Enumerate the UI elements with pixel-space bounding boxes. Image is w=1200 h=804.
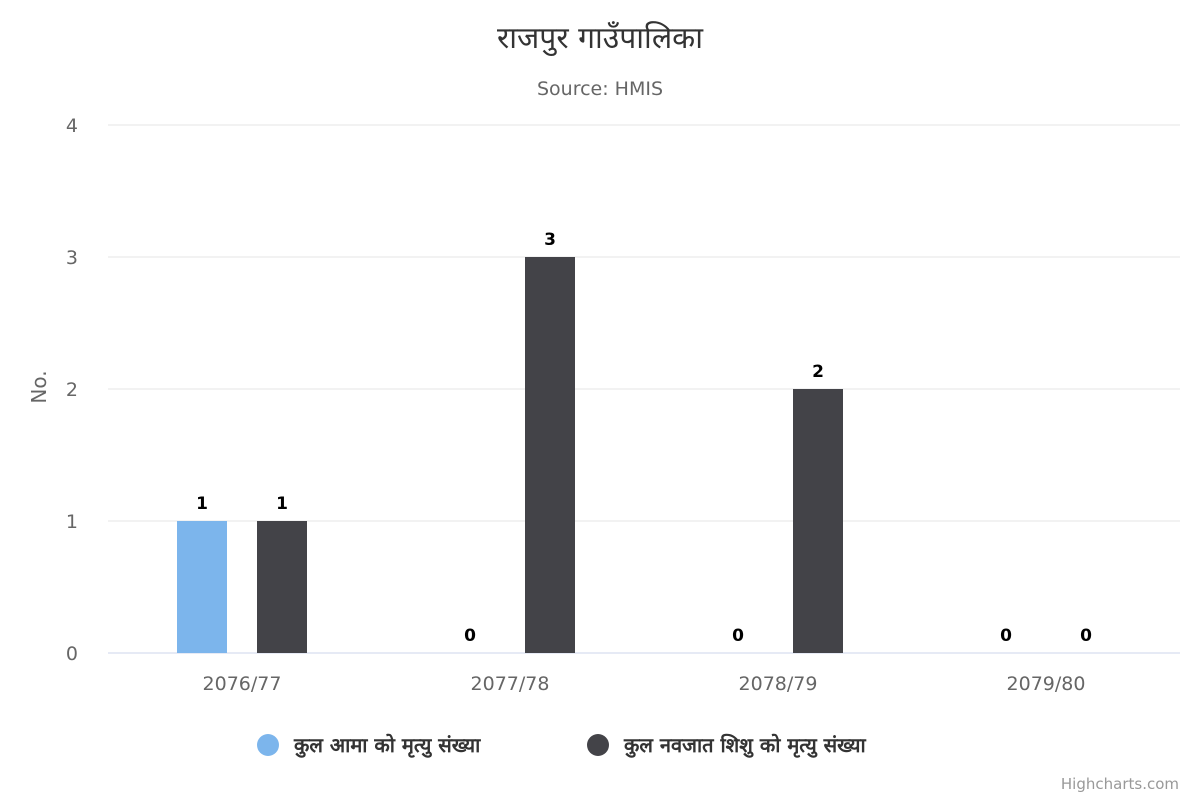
chart-subtitle: Source: HMIS	[537, 78, 663, 100]
bar[interactable]	[525, 257, 575, 653]
credits-link[interactable]: Highcharts.com	[1061, 775, 1179, 793]
y-axis-ticks: 0 1 2 3 4	[66, 115, 78, 665]
bars	[177, 257, 843, 653]
bar[interactable]	[257, 521, 307, 653]
y-axis-label: No.	[27, 370, 51, 403]
y-tick-label: 4	[66, 115, 78, 137]
x-tick-label: 2076/77	[203, 673, 282, 695]
y-tick-label: 1	[66, 511, 78, 533]
legend-symbol	[257, 734, 279, 756]
legend-item[interactable]: कुल नवजात शिशु को मृत्यु संख्या	[587, 733, 866, 758]
data-label: 1	[196, 494, 208, 514]
data-labels: 1 1 0 3 0 2 0 0	[196, 230, 1092, 646]
y-tick-label: 2	[66, 379, 78, 401]
legend-label: कुल नवजात शिशु को मृत्यु संख्या	[623, 733, 866, 758]
x-tick-label: 2079/80	[1007, 673, 1086, 695]
y-tick-label: 3	[66, 247, 78, 269]
x-tick-label: 2078/79	[739, 673, 818, 695]
x-axis-ticks: 2076/77 2077/78 2078/79 2079/80	[203, 673, 1086, 695]
data-label: 0	[1000, 626, 1012, 646]
legend-symbol	[587, 734, 609, 756]
legend-item[interactable]: कुल आमा को मृत्यु संख्या	[257, 733, 481, 758]
y-tick-label: 0	[66, 643, 78, 665]
bar[interactable]	[793, 389, 843, 653]
bar[interactable]	[177, 521, 227, 653]
data-label: 1	[276, 494, 288, 514]
data-label: 0	[732, 626, 744, 646]
legend-label: कुल आमा को मृत्यु संख्या	[293, 733, 481, 758]
data-label: 0	[1080, 626, 1092, 646]
data-label: 3	[544, 230, 556, 250]
chart-title: राजपुर गाउँपालिका	[497, 21, 704, 57]
legend[interactable]: कुल आमा को मृत्यु संख्या कुल नवजात शिशु क…	[257, 733, 866, 758]
data-label: 2	[812, 362, 824, 382]
data-label: 0	[464, 626, 476, 646]
x-tick-label: 2077/78	[471, 673, 550, 695]
